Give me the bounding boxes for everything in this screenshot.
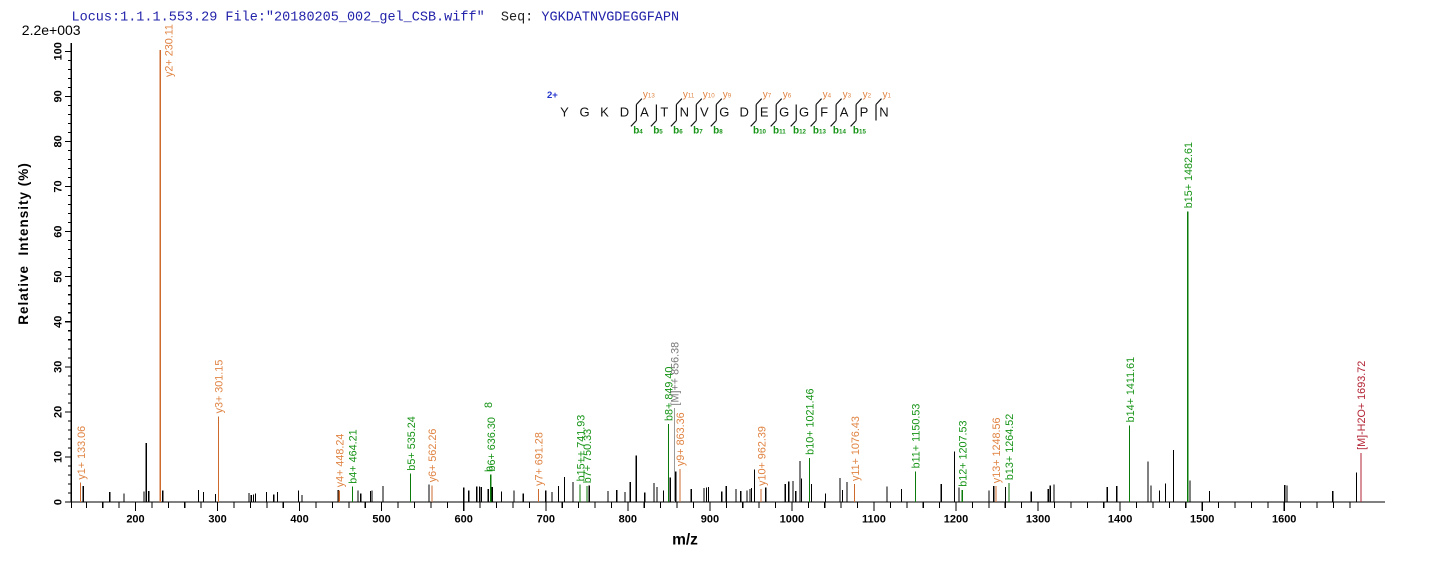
svg-text:b12+ 1207.53: b12+ 1207.53 (957, 420, 969, 486)
svg-text:y4+ 448.24: y4+ 448.24 (334, 434, 346, 488)
svg-text:A: A (640, 105, 649, 120)
svg-text:400: 400 (290, 514, 308, 526)
svg-text:y3: y3 (843, 90, 852, 101)
svg-text:m/z: m/z (672, 532, 698, 549)
svg-text:b6: b6 (673, 126, 683, 137)
svg-text:y13: y13 (643, 90, 655, 101)
svg-text:b12: b12 (793, 126, 807, 137)
svg-text:1500: 1500 (1190, 514, 1214, 526)
svg-text:y10: y10 (703, 90, 715, 101)
svg-text:2+: 2+ (547, 90, 558, 101)
svg-text:b4: b4 (633, 126, 643, 137)
svg-text:50: 50 (53, 270, 65, 282)
svg-text:600: 600 (455, 514, 473, 526)
svg-text:y3+ 301.15: y3+ 301.15 (214, 360, 226, 414)
svg-text:b6+ 636.30: b6+ 636.30 (486, 417, 498, 471)
svg-text:30: 30 (53, 361, 65, 373)
svg-text:70: 70 (53, 180, 65, 192)
svg-text:y6: y6 (783, 90, 792, 101)
svg-text:80: 80 (53, 135, 65, 147)
svg-text:500: 500 (372, 514, 390, 526)
svg-text:b13: b13 (813, 126, 827, 137)
svg-text:b14+ 1411.61: b14+ 1411.61 (1125, 357, 1137, 423)
svg-text:F: F (820, 105, 828, 120)
svg-text:y13+ 1248.56: y13+ 1248.56 (991, 417, 1003, 483)
svg-text:D: D (620, 105, 629, 120)
svg-text:8: 8 (483, 402, 495, 408)
svg-text:Locus:1.1.1.553.29 File:"20180: Locus:1.1.1.553.29 File:"20180205_002_ge… (72, 11, 680, 26)
svg-text:y10+ 962.39: y10+ 962.39 (756, 426, 768, 486)
svg-text:b8: b8 (713, 126, 723, 137)
svg-text:b14: b14 (833, 126, 847, 137)
svg-text:G: G (779, 105, 789, 120)
svg-text:y4: y4 (823, 90, 832, 101)
svg-text:b4+ 464.21: b4+ 464.21 (348, 429, 360, 483)
svg-text:200: 200 (126, 514, 144, 526)
svg-text:20: 20 (53, 406, 65, 418)
svg-text:b5: b5 (653, 126, 663, 137)
svg-text:2.2e+003: 2.2e+003 (22, 22, 81, 38)
svg-text:b10+ 1021.46: b10+ 1021.46 (805, 388, 817, 454)
svg-text:E: E (760, 105, 769, 120)
svg-text:1200: 1200 (944, 514, 968, 526)
svg-text:1100: 1100 (862, 514, 886, 526)
svg-text:G: G (579, 105, 589, 120)
svg-text:b10: b10 (753, 126, 767, 137)
svg-text:b15++ 741.93: b15++ 741.93 (575, 415, 587, 482)
svg-text:[M]-H2O+ 1693.72: [M]-H2O+ 1693.72 (1356, 361, 1368, 450)
svg-text:D: D (740, 105, 749, 120)
svg-text:1000: 1000 (780, 514, 804, 526)
svg-text:800: 800 (619, 514, 637, 526)
svg-text:P: P (860, 105, 869, 120)
svg-text:10: 10 (53, 451, 65, 463)
svg-text:y7: y7 (763, 90, 772, 101)
svg-text:300: 300 (208, 514, 226, 526)
svg-text:1400: 1400 (1108, 514, 1132, 526)
svg-text:A: A (840, 105, 849, 120)
svg-text:y11+ 1076.43: y11+ 1076.43 (850, 416, 862, 481)
svg-text:G: G (799, 105, 809, 120)
svg-text:N: N (879, 105, 888, 120)
svg-text:b7: b7 (693, 126, 703, 137)
svg-text:y2+ 230.11: y2+ 230.11 (164, 24, 176, 77)
svg-text:y1+ 133.06: y1+ 133.06 (76, 426, 88, 480)
svg-text:100: 100 (53, 42, 65, 60)
svg-text:Relative Intensity (%): Relative Intensity (%) (16, 162, 31, 325)
svg-text:y9: y9 (723, 90, 732, 101)
svg-text:V: V (700, 105, 709, 120)
svg-text:T: T (660, 105, 668, 120)
svg-text:b7+ 750.33: b7+ 750.33 (582, 429, 594, 483)
svg-text:90: 90 (53, 90, 65, 102)
svg-text:b15: b15 (853, 126, 867, 137)
svg-text:1300: 1300 (1026, 514, 1050, 526)
svg-text:b: b (484, 466, 496, 472)
svg-text:0: 0 (53, 499, 65, 505)
svg-text:b8+ 849.40: b8+ 849.40 (664, 367, 676, 421)
svg-text:900: 900 (701, 514, 719, 526)
svg-text:y2: y2 (863, 90, 872, 101)
svg-text:b5+ 535.24: b5+ 535.24 (406, 416, 418, 470)
svg-text:N: N (680, 105, 689, 120)
svg-text:y11: y11 (683, 90, 695, 101)
svg-text:700: 700 (537, 514, 555, 526)
svg-text:y7+ 691.28: y7+ 691.28 (534, 432, 546, 486)
svg-text:40: 40 (53, 316, 65, 328)
svg-text:b15+ 1482.61: b15+ 1482.61 (1183, 142, 1195, 208)
svg-text:y1: y1 (883, 90, 892, 101)
svg-text:b11+ 1150.53: b11+ 1150.53 (911, 404, 923, 469)
svg-text:[M]++ 856.38: [M]++ 856.38 (670, 342, 682, 406)
svg-text:G: G (719, 105, 729, 120)
svg-text:y6+ 562.26: y6+ 562.26 (427, 429, 439, 483)
svg-text:1600: 1600 (1272, 514, 1296, 526)
svg-text:y9+ 863.36: y9+ 863.36 (675, 412, 687, 466)
svg-text:60: 60 (53, 225, 65, 237)
svg-text:b13+ 1264.52: b13+ 1264.52 (1004, 414, 1016, 480)
svg-text:b11: b11 (773, 126, 786, 137)
svg-text:Y: Y (560, 105, 569, 120)
svg-text:K: K (600, 105, 609, 120)
